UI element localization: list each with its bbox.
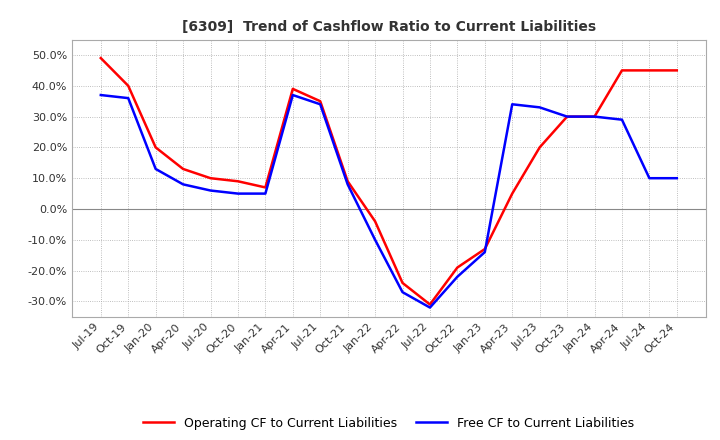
Free CF to Current Liabilities (563, 114, 572, 119)
Operating CF to Current Liabilities (96, 55, 105, 61)
Free CF to Current Liabilities (124, 95, 132, 101)
Free CF to Current Liabilities (289, 92, 297, 98)
Operating CF to Current Liabilities (398, 280, 407, 286)
Operating CF to Current Liabilities (371, 219, 379, 224)
Operating CF to Current Liabilities (343, 179, 352, 184)
Free CF to Current Liabilities (590, 114, 599, 119)
Free CF to Current Liabilities (480, 249, 489, 255)
Free CF to Current Liabilities (179, 182, 187, 187)
Operating CF to Current Liabilities (426, 302, 434, 307)
Free CF to Current Liabilities (508, 102, 516, 107)
Operating CF to Current Liabilities (233, 179, 242, 184)
Operating CF to Current Liabilities (453, 265, 462, 270)
Operating CF to Current Liabilities (672, 68, 681, 73)
Line: Free CF to Current Liabilities: Free CF to Current Liabilities (101, 95, 677, 308)
Free CF to Current Liabilities (426, 305, 434, 310)
Legend: Operating CF to Current Liabilities, Free CF to Current Liabilities: Operating CF to Current Liabilities, Fre… (138, 412, 639, 435)
Free CF to Current Liabilities (453, 274, 462, 279)
Free CF to Current Liabilities (233, 191, 242, 196)
Operating CF to Current Liabilities (590, 114, 599, 119)
Operating CF to Current Liabilities (289, 86, 297, 92)
Operating CF to Current Liabilities (536, 145, 544, 150)
Free CF to Current Liabilities (536, 105, 544, 110)
Title: [6309]  Trend of Cashflow Ratio to Current Liabilities: [6309] Trend of Cashflow Ratio to Curren… (181, 20, 596, 34)
Free CF to Current Liabilities (371, 237, 379, 242)
Free CF to Current Liabilities (151, 166, 160, 172)
Operating CF to Current Liabilities (508, 191, 516, 196)
Free CF to Current Liabilities (672, 176, 681, 181)
Free CF to Current Liabilities (261, 191, 270, 196)
Operating CF to Current Liabilities (261, 185, 270, 190)
Operating CF to Current Liabilities (618, 68, 626, 73)
Free CF to Current Liabilities (645, 176, 654, 181)
Free CF to Current Liabilities (316, 102, 325, 107)
Operating CF to Current Liabilities (316, 99, 325, 104)
Free CF to Current Liabilities (398, 290, 407, 295)
Free CF to Current Liabilities (343, 182, 352, 187)
Free CF to Current Liabilities (96, 92, 105, 98)
Free CF to Current Liabilities (618, 117, 626, 122)
Operating CF to Current Liabilities (563, 114, 572, 119)
Line: Operating CF to Current Liabilities: Operating CF to Current Liabilities (101, 58, 677, 304)
Operating CF to Current Liabilities (206, 176, 215, 181)
Operating CF to Current Liabilities (151, 145, 160, 150)
Free CF to Current Liabilities (206, 188, 215, 193)
Operating CF to Current Liabilities (480, 246, 489, 252)
Operating CF to Current Liabilities (124, 83, 132, 88)
Operating CF to Current Liabilities (179, 166, 187, 172)
Operating CF to Current Liabilities (645, 68, 654, 73)
